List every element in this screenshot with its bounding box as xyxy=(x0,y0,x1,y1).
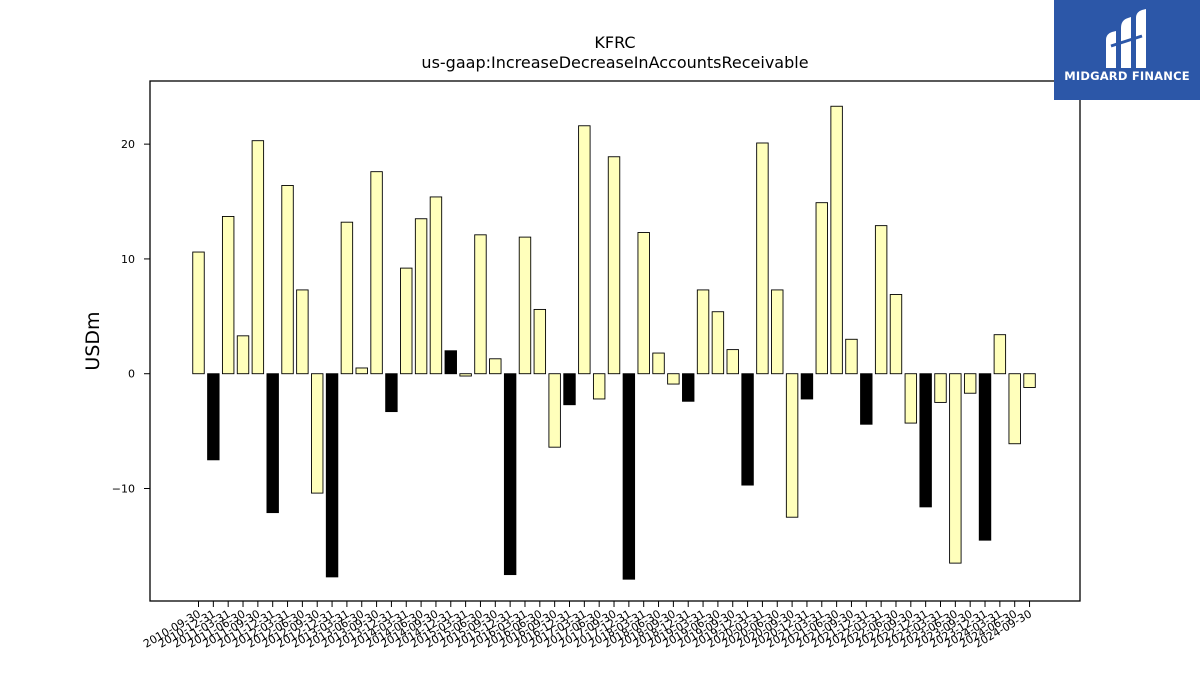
plot-frame xyxy=(149,80,1081,602)
bar xyxy=(207,373,220,461)
bar xyxy=(652,352,665,375)
brand-logo: MIDGARD FINANCE xyxy=(1054,0,1200,100)
bar xyxy=(296,289,309,375)
bar xyxy=(489,358,502,375)
bar xyxy=(1023,373,1036,388)
bar xyxy=(607,156,621,375)
bar xyxy=(667,373,680,385)
bar xyxy=(637,232,650,375)
bar xyxy=(592,373,606,400)
bar xyxy=(889,294,903,375)
bar xyxy=(741,373,754,486)
bar xyxy=(444,350,457,375)
bar xyxy=(771,289,784,375)
bar xyxy=(934,373,947,403)
bar xyxy=(385,373,398,413)
bar xyxy=(474,234,487,375)
x-axis-ticks: 2010-09-302010-12-312011-03-312011-06-30… xyxy=(141,601,1034,651)
bar xyxy=(919,373,932,508)
midgard-logo-icon xyxy=(1106,9,1146,68)
bar xyxy=(325,373,339,578)
bar xyxy=(400,267,413,375)
bar xyxy=(340,221,354,375)
bar xyxy=(266,373,279,514)
bar xyxy=(1008,373,1021,445)
bar xyxy=(711,311,725,375)
bar xyxy=(355,367,368,375)
bar xyxy=(414,218,428,375)
y-tick-label: 10 xyxy=(121,253,135,266)
bar xyxy=(578,125,591,375)
bar xyxy=(370,171,383,375)
bar xyxy=(221,215,235,375)
bar xyxy=(845,338,858,375)
bar xyxy=(978,373,992,541)
bar xyxy=(800,373,814,400)
bar xyxy=(756,142,769,375)
y-tick-label: −10 xyxy=(112,483,135,496)
y-axis-label: USDm xyxy=(82,311,104,370)
bar xyxy=(874,225,888,375)
bar xyxy=(815,202,828,375)
bar xyxy=(251,140,265,375)
bar xyxy=(192,251,205,375)
bar xyxy=(726,349,739,375)
bar xyxy=(696,289,710,375)
bar xyxy=(682,373,695,402)
bar xyxy=(904,373,918,424)
bar xyxy=(830,105,843,375)
bar xyxy=(993,334,1007,375)
bar xyxy=(622,373,636,580)
bar xyxy=(459,373,472,377)
bar xyxy=(785,373,799,518)
bar xyxy=(311,373,324,494)
bar xyxy=(236,335,250,375)
bar xyxy=(518,236,532,375)
chart-title: KFRC xyxy=(594,33,635,52)
y-tick-label: 0 xyxy=(128,368,135,381)
bar xyxy=(429,196,443,375)
y-axis-ticks: −10 0 10 20 xyxy=(112,138,150,496)
bar xyxy=(563,373,576,406)
bar xyxy=(963,373,977,394)
brand-name: MIDGARD FINANCE xyxy=(1064,69,1190,83)
bar xyxy=(860,373,873,425)
bar xyxy=(281,185,294,375)
bar xyxy=(533,308,547,375)
bar xyxy=(503,373,517,576)
bar xyxy=(548,373,561,448)
y-tick-label: 20 xyxy=(121,138,135,151)
chart-subtitle: us-gaap:IncreaseDecreaseInAccountsReceiv… xyxy=(421,53,808,72)
bar xyxy=(949,373,962,564)
bars-layer xyxy=(192,105,1036,580)
